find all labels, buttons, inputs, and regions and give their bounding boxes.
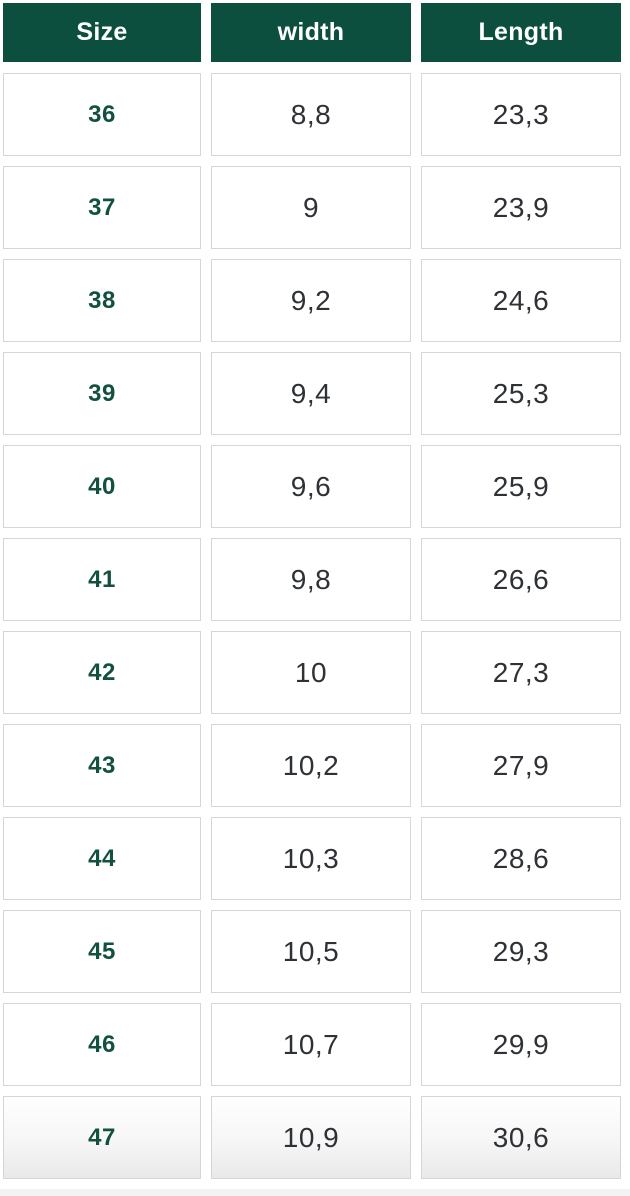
table-row: 38 9,2 24,6 — [3, 259, 630, 342]
table-row: 41 9,8 26,6 — [3, 538, 630, 621]
width-cell: 9,6 — [211, 445, 411, 528]
width-cell: 10,9 — [211, 1096, 411, 1179]
width-cell: 10,2 — [211, 724, 411, 807]
size-cell: 36 — [3, 73, 201, 156]
table-row: 37 9 23,9 — [3, 166, 630, 249]
table-body: 36 8,8 23,3 37 9 23,9 38 9,2 24,6 39 9,4… — [3, 73, 630, 1179]
table-row: 47 10,9 30,6 — [3, 1096, 630, 1179]
width-cell: 9,8 — [211, 538, 411, 621]
header-cell-width: width — [211, 3, 411, 62]
length-cell: 25,3 — [421, 352, 621, 435]
table-row: 42 10 27,3 — [3, 631, 630, 714]
width-cell: 9,2 — [211, 259, 411, 342]
width-cell: 10,7 — [211, 1003, 411, 1086]
header-cell-length: Length — [421, 3, 621, 62]
width-cell: 9,4 — [211, 352, 411, 435]
table-row: 45 10,5 29,3 — [3, 910, 630, 993]
table-row: 43 10,2 27,9 — [3, 724, 630, 807]
length-cell: 29,3 — [421, 910, 621, 993]
length-cell: 29,9 — [421, 1003, 621, 1086]
table-row: 44 10,3 28,6 — [3, 817, 630, 900]
length-cell: 27,9 — [421, 724, 621, 807]
table-row: 39 9,4 25,3 — [3, 352, 630, 435]
size-cell: 38 — [3, 259, 201, 342]
table-row: 40 9,6 25,9 — [3, 445, 630, 528]
width-cell: 9 — [211, 166, 411, 249]
table-row: 46 10,7 29,9 — [3, 1003, 630, 1086]
length-cell: 30,6 — [421, 1096, 621, 1179]
size-cell: 47 — [3, 1096, 201, 1179]
width-cell: 10 — [211, 631, 411, 714]
size-cell: 44 — [3, 817, 201, 900]
length-cell: 23,3 — [421, 73, 621, 156]
size-cell: 42 — [3, 631, 201, 714]
size-cell: 40 — [3, 445, 201, 528]
size-cell: 43 — [3, 724, 201, 807]
width-cell: 8,8 — [211, 73, 411, 156]
width-cell: 10,5 — [211, 910, 411, 993]
size-cell: 39 — [3, 352, 201, 435]
length-cell: 26,6 — [421, 538, 621, 621]
size-cell: 37 — [3, 166, 201, 249]
length-cell: 25,9 — [421, 445, 621, 528]
table-row: 36 8,8 23,3 — [3, 73, 630, 156]
length-cell: 28,6 — [421, 817, 621, 900]
length-cell: 24,6 — [421, 259, 621, 342]
size-cell: 41 — [3, 538, 201, 621]
size-cell: 45 — [3, 910, 201, 993]
table-header-row: Size width Length — [3, 3, 630, 62]
length-cell: 27,3 — [421, 631, 621, 714]
width-cell: 10,3 — [211, 817, 411, 900]
header-cell-size: Size — [3, 3, 201, 62]
length-cell: 23,9 — [421, 166, 621, 249]
bottom-fade — [0, 1189, 630, 1196]
size-cell: 46 — [3, 1003, 201, 1086]
